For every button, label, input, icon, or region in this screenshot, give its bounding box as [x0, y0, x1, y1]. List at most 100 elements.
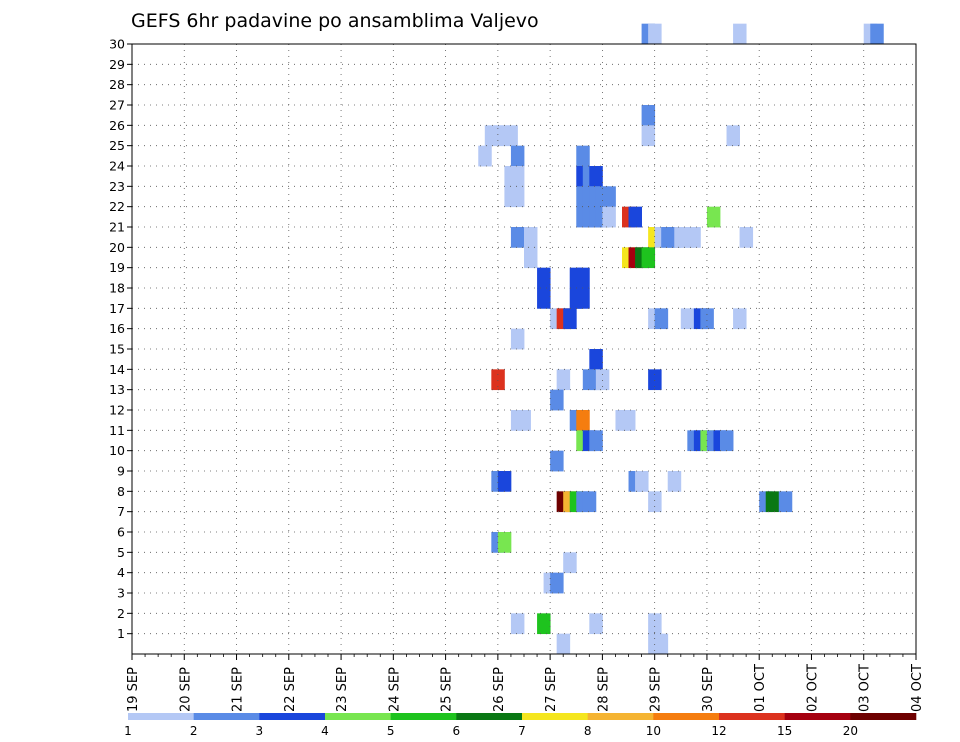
colorbar-segment	[259, 713, 326, 720]
heatmap-cell	[765, 491, 780, 513]
y-tick-label: 28	[109, 77, 125, 92]
y-tick-label: 26	[109, 118, 125, 133]
y-tick-label: 5	[117, 545, 125, 560]
y-tick-label: 8	[117, 484, 125, 499]
heatmap-cell	[517, 410, 531, 431]
x-tick-label: 29 SEP	[649, 667, 664, 712]
heatmap-cell	[491, 369, 505, 391]
heatmap-cell	[550, 389, 564, 411]
x-tick-label: 24 SEP	[387, 667, 402, 712]
colorbar-label: 6	[453, 724, 461, 738]
heatmap-cell	[622, 410, 636, 431]
heatmap-cell	[778, 491, 793, 513]
y-tick-label: 11	[109, 423, 125, 438]
y-tick-label: 10	[109, 443, 125, 458]
colorbar-segment	[653, 713, 720, 720]
y-tick-label: 16	[109, 321, 125, 336]
y-tick-label: 6	[117, 525, 125, 540]
heatmap-cell	[589, 166, 603, 187]
colorbar-label: 10	[646, 724, 661, 738]
x-tick-label: 27 SEP	[544, 667, 559, 712]
heatmap-cell	[510, 186, 525, 208]
heatmap-cell	[497, 471, 512, 492]
colorbar-label: 15	[777, 724, 792, 738]
y-axis-ticks: 1234567891011121314151617181920212223242…	[109, 37, 132, 641]
colorbar-segment	[193, 713, 260, 720]
heatmap-cell	[510, 166, 525, 187]
chart-title: GEFS 6hr padavine po ansamblima Valjevo	[131, 10, 539, 32]
heatmap-cell	[576, 288, 590, 309]
heatmap-cell	[733, 308, 747, 330]
x-tick-label: 19 SEP	[126, 667, 141, 712]
heatmap-cells	[478, 23, 884, 655]
heatmap-cell	[524, 247, 538, 269]
x-axis-ticks: 19 SEP 20 SEP 21 SEP 22 SEP 23 SEP 24 SEP 25 S…	[126, 654, 925, 712]
y-tick-label: 17	[109, 301, 125, 316]
colorbar-segment	[850, 713, 917, 720]
heatmap-cell	[700, 308, 714, 330]
y-tick-label: 7	[117, 504, 125, 519]
y-tick-label: 3	[117, 586, 125, 601]
y-tick-label: 4	[117, 565, 125, 580]
heatmap-cell	[576, 410, 590, 431]
heatmap-cell	[589, 349, 603, 370]
heatmap-cell	[654, 633, 669, 655]
heatmap-cell	[556, 369, 571, 391]
colorbar-segment	[325, 713, 391, 720]
heatmap-cell	[641, 247, 656, 269]
heatmap-cell	[576, 145, 590, 167]
y-tick-label: 20	[109, 240, 125, 255]
x-tick-label: 02 OCT	[805, 664, 820, 712]
heatmap-cell	[648, 369, 662, 391]
heatmap-cell	[680, 308, 695, 330]
heatmap-cell	[537, 288, 551, 309]
colorbar-label: 12	[711, 724, 726, 738]
y-tick-label: 12	[109, 403, 125, 418]
heatmap-cell	[510, 613, 525, 635]
heatmap-cell	[550, 572, 564, 594]
x-tick-label: 01 OCT	[753, 664, 768, 712]
heatmap-cell	[524, 227, 538, 248]
heatmap-cell	[641, 125, 656, 147]
heatmap-cell	[563, 552, 577, 574]
y-tick-label: 22	[109, 199, 125, 214]
heatmap-cell	[537, 267, 551, 289]
heatmap-cell	[641, 105, 656, 126]
heatmap-cell	[870, 23, 884, 45]
heatmap-cell	[635, 471, 649, 492]
y-tick-label: 1	[117, 626, 125, 641]
heatmap-cell	[648, 491, 662, 513]
y-tick-label: 18	[109, 281, 125, 296]
colorbar-segment	[456, 713, 523, 720]
colorbar-label: 4	[321, 724, 329, 738]
heatmap-cell	[563, 308, 577, 330]
colorbar-label: 5	[387, 724, 395, 738]
colorbar-label: 2	[190, 724, 198, 738]
y-tick-label: 9	[117, 464, 125, 479]
heatmap-cell	[602, 186, 616, 208]
heatmap-cell	[687, 227, 701, 248]
heatmap-cell	[648, 613, 662, 635]
colorbar-label: 20	[843, 724, 858, 738]
heatmap-cell	[537, 613, 551, 635]
heatmap-cell	[706, 206, 721, 228]
heatmap-cell	[478, 145, 492, 167]
y-tick-label: 27	[109, 98, 125, 113]
heatmap-cell	[667, 471, 682, 492]
x-tick-label: 25 SEP	[440, 667, 455, 712]
x-tick-label: 26 SEP	[492, 667, 507, 712]
x-tick-label: 22 SEP	[283, 667, 298, 712]
x-tick-label: 23 SEP	[335, 667, 350, 712]
colorbar-segment	[784, 713, 851, 720]
y-tick-label: 23	[109, 179, 125, 194]
heatmap-cell	[504, 125, 518, 147]
heatmap-cell	[576, 267, 590, 289]
heatmap-cell	[654, 308, 669, 330]
heatmap-cell	[589, 613, 603, 635]
y-tick-label: 19	[109, 260, 125, 275]
heatmap-cell	[726, 125, 740, 147]
y-tick-label: 13	[109, 382, 125, 397]
heatmap-cell	[582, 491, 597, 513]
heatmap-cell	[648, 23, 662, 45]
